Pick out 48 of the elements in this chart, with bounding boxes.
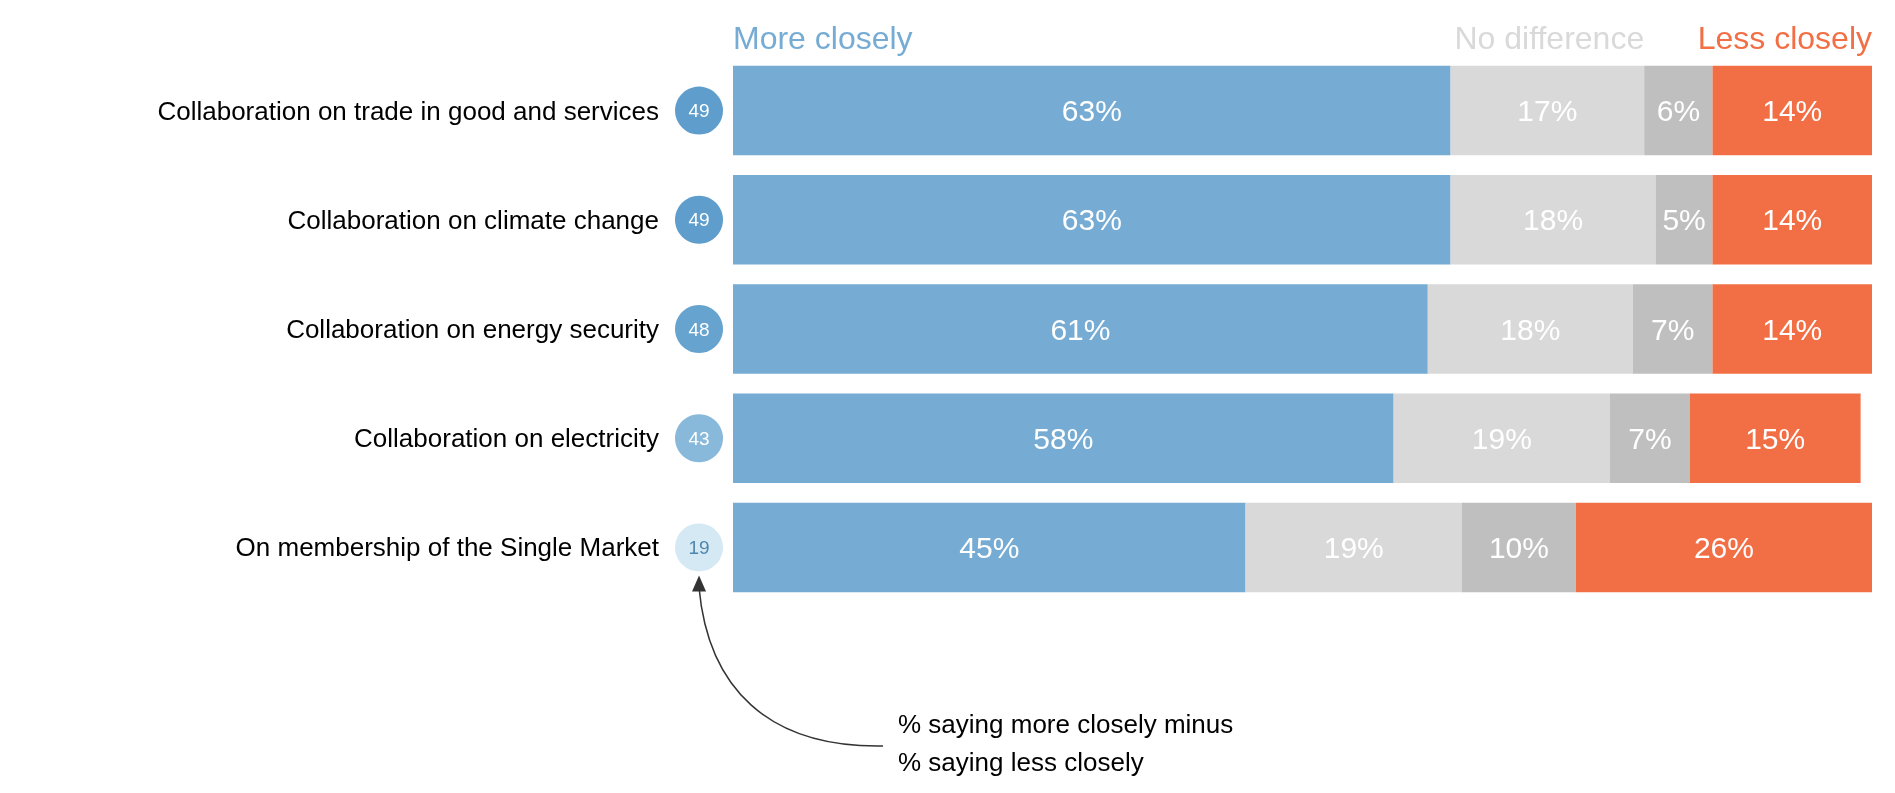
bar — [1655, 175, 1713, 265]
data-label: 10% — [1488, 530, 1549, 564]
data-label: 14% — [1762, 312, 1823, 346]
bar — [733, 175, 1451, 265]
text: 43 — [688, 427, 710, 449]
data-label: 63% — [1061, 94, 1122, 128]
text: 48 — [688, 318, 710, 340]
data-label: 58% — [1033, 421, 1094, 455]
y-tick-label: Collaboration on climate change — [287, 204, 659, 235]
data-label: 15% — [1745, 421, 1806, 455]
data-label: 5% — [1662, 203, 1706, 237]
y-tick-label: Collaboration on electricity — [354, 423, 659, 454]
data-label: 14% — [1762, 203, 1823, 237]
bar — [1712, 65, 1872, 156]
text: % saying more closely minus % saying less closely — [898, 709, 1234, 777]
data-label: 63% — [1061, 203, 1122, 237]
bar — [1632, 284, 1713, 374]
bar — [1712, 284, 1872, 374]
bar — [1245, 502, 1462, 593]
bar — [733, 284, 1428, 374]
bar — [1427, 284, 1633, 374]
data-label: 45% — [959, 530, 1020, 564]
data-label: 61% — [1050, 312, 1111, 346]
text: 49 — [688, 209, 710, 231]
bar — [1461, 502, 1576, 593]
bar — [1712, 175, 1872, 265]
data-label: 7% — [1651, 312, 1695, 346]
data-label: 26% — [1693, 530, 1754, 564]
series-label: More closely — [733, 20, 913, 56]
bar — [1450, 65, 1645, 156]
bar — [733, 393, 1394, 483]
bar — [1450, 175, 1656, 265]
bar — [733, 502, 1246, 593]
data-label: 6% — [1656, 94, 1701, 128]
bar — [1610, 393, 1690, 483]
y-tick-label: On membership of the Single Market — [235, 532, 660, 563]
bar — [1644, 65, 1713, 156]
bar — [733, 65, 1451, 156]
bar — [1689, 393, 1861, 483]
text: 49 — [688, 100, 710, 122]
y-tick-label: Collaboration on trade in good and services — [157, 95, 659, 126]
data-label: 14% — [1762, 94, 1823, 128]
series-label: Less closely — [1697, 20, 1872, 56]
y-tick-label: Collaboration on energy security — [286, 314, 659, 344]
data-label: 7% — [1628, 421, 1672, 455]
bar — [1575, 502, 1872, 593]
bar — [1393, 393, 1611, 483]
text: 19 — [688, 536, 710, 558]
